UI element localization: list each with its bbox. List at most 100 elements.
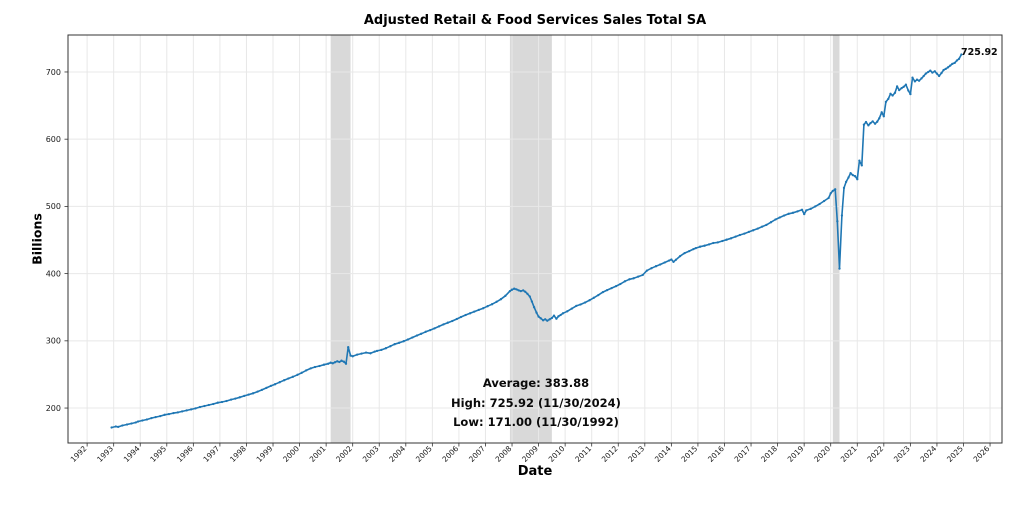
data-point-marker <box>172 411 175 415</box>
data-point-marker <box>114 425 117 428</box>
data-point-marker <box>342 360 346 363</box>
data-point-marker <box>247 393 250 396</box>
data-point-marker <box>610 286 613 290</box>
stat-average: Average: 383.88 <box>482 376 590 390</box>
data-point-marker <box>900 86 903 90</box>
data-point-marker <box>524 290 527 293</box>
recession-band <box>509 35 552 443</box>
data-point-marker <box>482 307 485 310</box>
x-tick-label: 2012 <box>600 444 620 464</box>
data-point-marker <box>125 423 129 426</box>
x-tick-label: 2005 <box>414 444 434 464</box>
data-point-marker <box>791 211 795 214</box>
data-point-marker <box>369 352 372 355</box>
data-point-marker <box>393 343 396 346</box>
data-point-marker <box>528 295 531 298</box>
data-point-marker <box>878 117 881 120</box>
data-point-marker <box>787 212 790 215</box>
data-point-marker <box>141 419 144 422</box>
data-point-marker <box>583 301 587 304</box>
data-point-marker <box>844 180 848 184</box>
y-tick-label: 500 <box>46 202 61 211</box>
data-point-marker <box>672 260 675 264</box>
data-point-marker <box>398 341 401 344</box>
data-point-marker <box>559 313 562 317</box>
data-point-marker <box>922 74 925 78</box>
data-point-marker <box>575 304 578 308</box>
data-point-marker <box>605 288 609 292</box>
data-point-marker <box>163 413 166 416</box>
data-point-marker <box>937 74 941 78</box>
data-point-marker <box>858 159 861 162</box>
x-tick-label: 2026 <box>972 444 992 464</box>
x-tick-label: 2011 <box>573 444 593 464</box>
data-point-marker <box>579 303 582 306</box>
data-point-marker <box>849 171 852 175</box>
data-point-marker <box>121 424 124 427</box>
x-tick-label: 1992 <box>69 444 89 464</box>
x-tick-label: 2018 <box>759 444 779 464</box>
data-point-marker <box>360 352 363 355</box>
data-point-marker <box>707 243 711 246</box>
data-point-marker <box>904 83 908 86</box>
data-point-marker <box>889 92 892 95</box>
data-point-marker <box>459 315 463 319</box>
data-point-marker <box>322 363 326 366</box>
data-point-marker <box>446 321 449 324</box>
data-point-marker <box>871 120 874 123</box>
data-point-marker <box>880 111 883 114</box>
data-point-marker <box>818 202 821 206</box>
data-point-marker <box>913 80 917 83</box>
data-point-marker <box>898 88 901 92</box>
x-tick-label: 2002 <box>334 444 354 464</box>
data-point-marker <box>134 421 137 424</box>
data-point-marker <box>931 71 934 74</box>
data-point-marker <box>674 258 678 261</box>
data-point-marker <box>637 275 640 278</box>
data-point-marker <box>867 124 870 127</box>
data-point-marker <box>561 312 565 315</box>
data-point-marker <box>876 120 879 123</box>
data-point-marker <box>623 280 627 283</box>
data-point-marker <box>291 375 295 378</box>
data-point-marker <box>154 415 157 419</box>
data-point-marker <box>650 267 653 270</box>
data-point-marker <box>632 277 635 280</box>
data-point-marker <box>929 69 932 72</box>
x-tick-label: 2001 <box>308 444 328 464</box>
data-point-marker <box>539 317 542 320</box>
data-point-marker <box>364 351 368 354</box>
data-point-marker <box>347 346 350 349</box>
data-point-marker <box>725 238 728 241</box>
data-point-marker <box>513 287 516 290</box>
x-tick-label: 2022 <box>865 444 885 464</box>
data-point-marker <box>515 288 518 291</box>
stat-low: Low: 171.00 (11/30/1992) <box>453 415 619 429</box>
recession-band <box>832 35 840 443</box>
data-point-marker <box>597 293 600 297</box>
data-point-marker <box>838 267 841 270</box>
y-tick-label: 700 <box>46 68 61 77</box>
x-tick-label: 2006 <box>440 444 460 464</box>
data-point-marker <box>278 381 281 384</box>
x-tick-label: 2019 <box>786 444 806 464</box>
data-point-marker <box>380 348 383 352</box>
data-point-marker <box>738 233 742 237</box>
data-point-marker <box>951 62 954 66</box>
data-point-marker <box>537 315 540 318</box>
data-point-marker <box>283 379 286 382</box>
x-tick-label: 2009 <box>520 444 540 464</box>
x-tick-label: 2024 <box>918 444 938 464</box>
x-tick-label: 2010 <box>547 444 567 464</box>
x-tick-label: 1993 <box>95 444 115 464</box>
x-tick-label: 2023 <box>892 444 912 464</box>
data-point-marker <box>949 64 952 67</box>
data-point-marker <box>265 386 268 390</box>
data-point-marker <box>243 394 246 398</box>
data-point-marker <box>455 317 458 321</box>
x-tick-label: 2020 <box>812 444 832 464</box>
data-point-marker <box>136 420 140 423</box>
data-point-marker <box>955 59 959 62</box>
data-point-marker <box>389 345 392 348</box>
data-point-marker <box>688 249 691 253</box>
